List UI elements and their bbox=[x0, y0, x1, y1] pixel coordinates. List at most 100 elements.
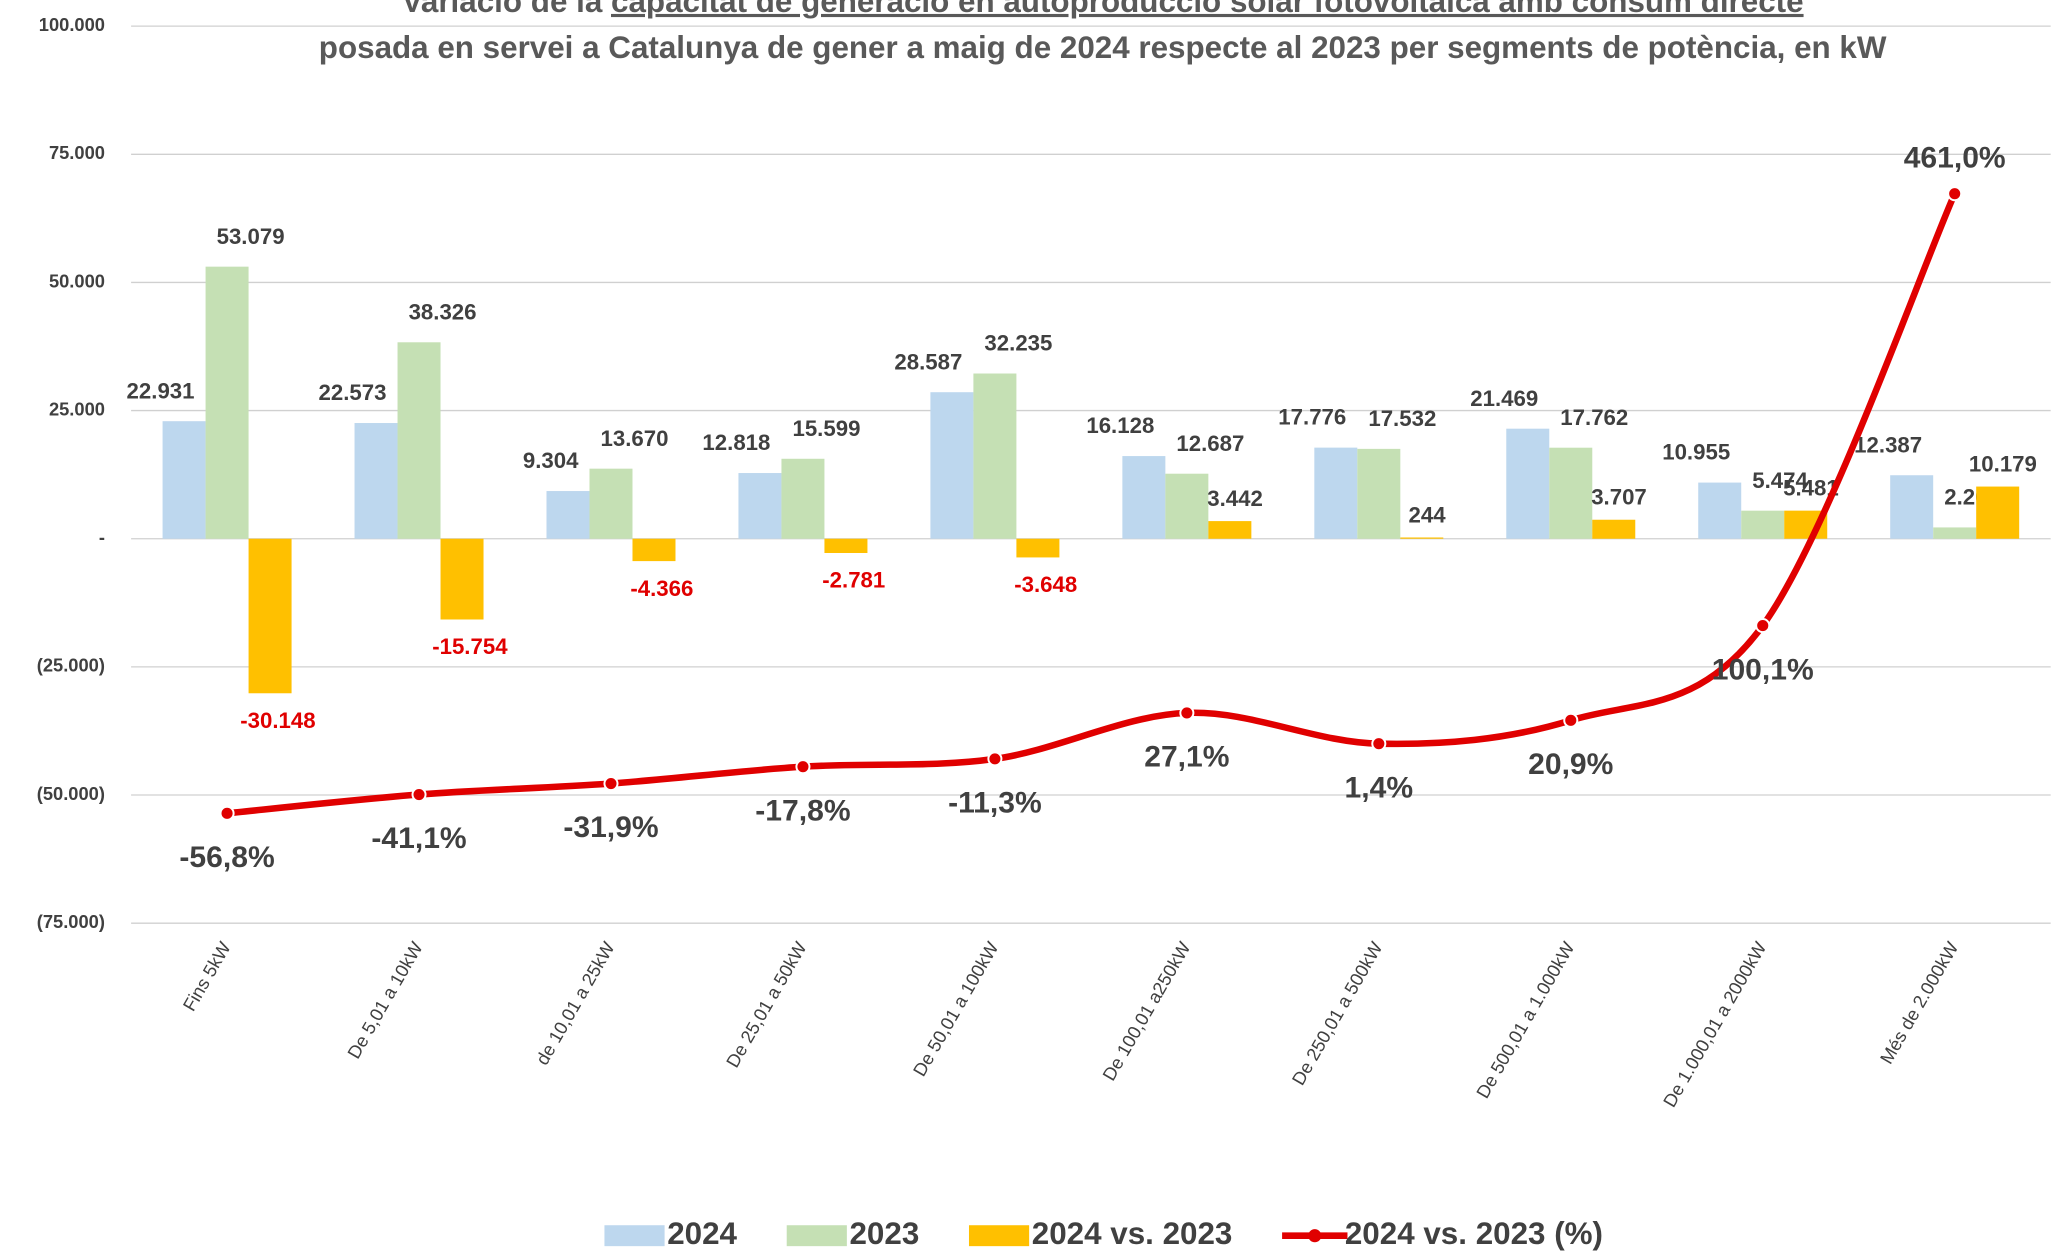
bar bbox=[546, 491, 590, 539]
point-label: 20,9% bbox=[1528, 748, 1613, 781]
data-label: 22.931 bbox=[127, 378, 195, 403]
x-tick-label: De 250,01 a 500kW bbox=[1287, 937, 1386, 1088]
chart-title: Variació de la capacitat de generació en… bbox=[402, 0, 1804, 19]
data-label: 28.587 bbox=[894, 349, 962, 374]
bar bbox=[440, 538, 484, 620]
chart-subtitle: posada en servei a Catalunya de gener a … bbox=[319, 30, 1887, 65]
point bbox=[1371, 736, 1387, 752]
data-label: 3.442 bbox=[1207, 486, 1263, 511]
data-label: 9.304 bbox=[523, 448, 579, 473]
bar bbox=[930, 392, 974, 539]
data-label: -4.366 bbox=[630, 576, 693, 601]
bar bbox=[162, 421, 206, 539]
point-label: -11,3% bbox=[948, 787, 1042, 820]
bar bbox=[1741, 510, 1785, 539]
y-tick-label: - bbox=[99, 527, 105, 548]
point bbox=[219, 805, 235, 821]
bar bbox=[205, 266, 249, 539]
data-label: 32.235 bbox=[984, 331, 1052, 356]
bar bbox=[781, 458, 825, 539]
data-label: 17.532 bbox=[1368, 406, 1436, 431]
point bbox=[1179, 705, 1195, 721]
x-tick-label: De 100,01 a250kW bbox=[1098, 937, 1195, 1084]
bar bbox=[1592, 519, 1636, 539]
x-tick-label: De 50,01 a 100kW bbox=[909, 937, 1003, 1079]
data-label: 12.687 bbox=[1176, 431, 1244, 456]
data-label: -30.148 bbox=[240, 708, 315, 733]
data-label: -3.648 bbox=[1014, 572, 1077, 597]
bar bbox=[589, 468, 633, 539]
title-underlined: capacitat de generació en autoproducció … bbox=[611, 0, 1804, 19]
point bbox=[1563, 712, 1579, 728]
bar bbox=[1208, 521, 1252, 539]
bar bbox=[354, 423, 398, 539]
data-label: 15.599 bbox=[792, 416, 860, 441]
legend-label: 2023 bbox=[849, 1216, 919, 1251]
y-tick-label: 25.000 bbox=[49, 398, 105, 419]
bar bbox=[1506, 428, 1550, 539]
point bbox=[987, 751, 1003, 767]
legend-swatch bbox=[604, 1225, 665, 1247]
data-label: 10.179 bbox=[1969, 452, 2037, 477]
legend-swatch bbox=[1308, 1229, 1322, 1243]
data-label: 16.128 bbox=[1086, 413, 1154, 438]
data-label: 12.387 bbox=[1854, 432, 1922, 457]
point-label: -31,9% bbox=[563, 811, 658, 844]
point-label: -41,1% bbox=[371, 822, 466, 855]
y-tick-label: 100.000 bbox=[39, 14, 105, 35]
data-label: 38.326 bbox=[409, 299, 477, 324]
point-label: 100,1% bbox=[1712, 653, 1814, 686]
point bbox=[603, 776, 619, 792]
data-label: 21.469 bbox=[1470, 386, 1538, 411]
bar bbox=[632, 538, 676, 562]
x-tick-label: De 5,01 a 10kW bbox=[343, 937, 427, 1062]
legend-label: 2024 vs. 2023 (%) bbox=[1345, 1216, 1603, 1251]
x-tick-label: De 500,01 a 1.000kW bbox=[1472, 937, 1579, 1101]
legend-label: 2024 bbox=[667, 1216, 737, 1251]
bar bbox=[1890, 475, 1934, 539]
x-tick-label: Més de 2.000kW bbox=[1875, 937, 1962, 1067]
data-label: 17.776 bbox=[1278, 405, 1346, 430]
bar bbox=[1357, 448, 1401, 539]
bar bbox=[738, 473, 782, 539]
y-tick-label: (50.000) bbox=[37, 783, 105, 804]
y-tick-label: 75.000 bbox=[49, 142, 105, 163]
data-label: 10.955 bbox=[1662, 440, 1730, 465]
bar bbox=[397, 342, 441, 539]
y-tick-label: (25.000) bbox=[37, 655, 105, 676]
point bbox=[1947, 186, 1963, 202]
data-label: 244 bbox=[1409, 502, 1447, 527]
data-label: 13.670 bbox=[601, 426, 669, 451]
x-tick-label: De 1.000,01 a 2000kW bbox=[1659, 937, 1771, 1110]
bar bbox=[1165, 473, 1209, 539]
legend-swatch bbox=[786, 1225, 847, 1247]
bar bbox=[1016, 538, 1060, 558]
point-label: -17,8% bbox=[755, 794, 850, 827]
point-label: 1,4% bbox=[1345, 771, 1414, 804]
data-label: -2.781 bbox=[822, 568, 885, 593]
data-label: 3.707 bbox=[1591, 485, 1647, 510]
bar bbox=[1549, 447, 1593, 539]
bar bbox=[824, 538, 868, 553]
y-tick-label: (75.000) bbox=[37, 911, 105, 932]
data-label: 53.079 bbox=[217, 224, 285, 249]
bar bbox=[248, 538, 292, 694]
bar bbox=[1400, 537, 1444, 539]
y-tick-label: 50.000 bbox=[49, 270, 105, 291]
point-label: 27,1% bbox=[1144, 741, 1229, 774]
legend-label: 2024 vs. 2023 bbox=[1032, 1216, 1233, 1251]
data-label: 22.573 bbox=[319, 380, 387, 405]
data-label: 5.474 bbox=[1752, 468, 1808, 493]
bar bbox=[1933, 527, 1977, 539]
point bbox=[1755, 618, 1771, 634]
point bbox=[795, 759, 811, 775]
legend-swatch bbox=[968, 1225, 1030, 1247]
bar bbox=[1122, 456, 1166, 539]
bar bbox=[1314, 447, 1358, 539]
x-tick-label: Fins 5kW bbox=[178, 937, 235, 1014]
bar bbox=[1698, 482, 1742, 539]
bar bbox=[1976, 486, 2020, 539]
data-label: 17.762 bbox=[1560, 405, 1628, 430]
x-tick-label: De 25,01 a 50kW bbox=[722, 937, 811, 1071]
